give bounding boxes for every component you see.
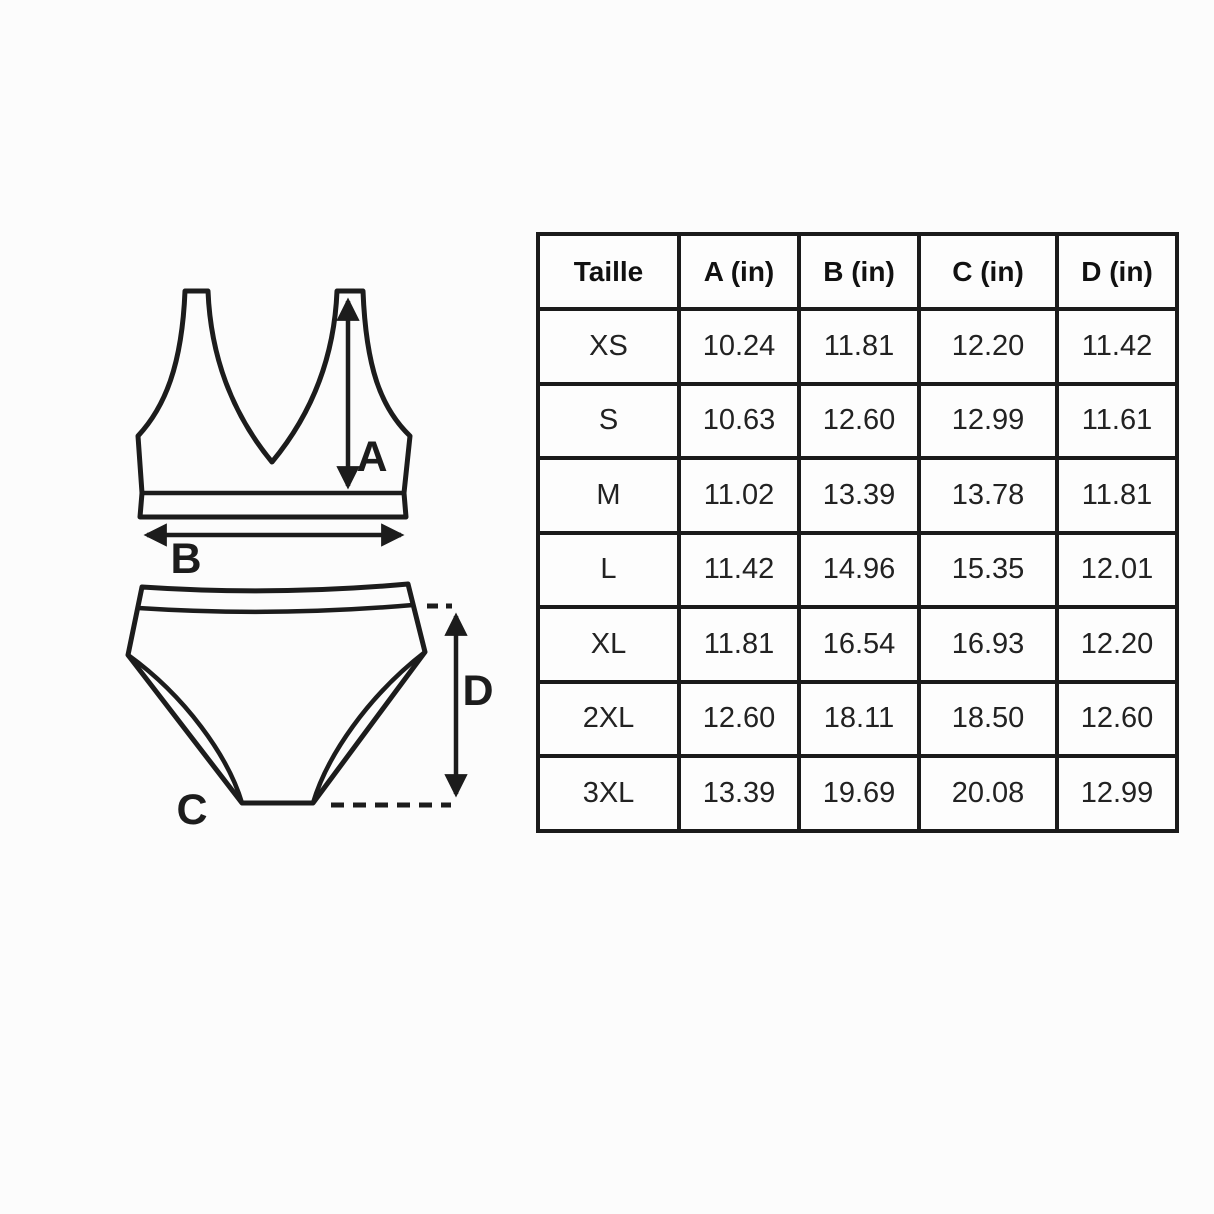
size-cell: 3XL <box>536 754 681 833</box>
measurement-cell: 11.42 <box>677 530 801 609</box>
measurement-cell: 18.50 <box>917 679 1059 758</box>
label-a: A <box>356 433 387 481</box>
size-table: Taille A (in) B (in) C (in) D (in) XS 10.24 11… <box>536 232 1179 833</box>
label-c: C <box>176 786 207 834</box>
size-cell: M <box>536 456 681 535</box>
measurement-cell: 12.01 <box>1055 530 1179 609</box>
measurement-cell: 14.96 <box>797 530 921 609</box>
measurement-cell: 12.60 <box>1055 679 1179 758</box>
measurement-cell: 13.39 <box>797 456 921 535</box>
bikini-bottom-waistband-line <box>135 602 416 615</box>
measurement-cell: 11.81 <box>1055 456 1179 535</box>
measurement-cell: 12.60 <box>797 381 921 460</box>
size-cell: XL <box>536 605 681 684</box>
measurement-cell: 13.78 <box>917 456 1059 535</box>
measurement-cell: 11.81 <box>677 605 801 684</box>
table-row: S 10.63 12.60 12.99 11.61 <box>536 381 1179 460</box>
bikini-bottom-right-leg-curve <box>310 649 428 806</box>
measurement-cell: 15.35 <box>917 530 1059 609</box>
size-cell: L <box>536 530 681 609</box>
table-body: XS 10.24 11.81 12.20 11.42 S 10.63 12.60 12.99 11… <box>536 307 1179 833</box>
table-header-row: Taille A (in) B (in) C (in) D (in) <box>536 232 1179 311</box>
column-header: D (in) <box>1055 232 1179 311</box>
measurement-cell: 12.99 <box>917 381 1059 460</box>
size-cell: 2XL <box>536 679 681 758</box>
column-header: Taille <box>536 232 681 311</box>
table-row: XL 11.81 16.54 16.93 12.20 <box>536 605 1179 684</box>
label-b: B <box>170 535 201 583</box>
measurement-cell: 12.99 <box>1055 754 1179 833</box>
bikini-top-outline <box>135 288 413 520</box>
table-row: L 11.42 14.96 15.35 12.01 <box>536 530 1179 609</box>
size-cell: S <box>536 381 681 460</box>
bikini-bottom-left-leg-curve <box>125 652 245 806</box>
measurement-cell: 12.20 <box>1055 605 1179 684</box>
column-header: C (in) <box>917 232 1059 311</box>
measurement-cell: 13.39 <box>677 754 801 833</box>
measurement-cell: 12.60 <box>677 679 801 758</box>
measurement-cell: 16.93 <box>917 605 1059 684</box>
measurement-cell: 20.08 <box>917 754 1059 833</box>
measurement-cell: 11.42 <box>1055 307 1179 386</box>
measurement-cell: 16.54 <box>797 605 921 684</box>
measurement-cell: 19.69 <box>797 754 921 833</box>
column-header: A (in) <box>677 232 801 311</box>
table-row: M 11.02 13.39 13.78 11.81 <box>536 456 1179 535</box>
table-row: 2XL 12.60 18.11 18.50 12.60 <box>536 679 1179 758</box>
column-header: B (in) <box>797 232 921 311</box>
label-d: D <box>462 667 493 715</box>
table-row: XS 10.24 11.81 12.20 11.42 <box>536 307 1179 386</box>
measurement-cell: 10.24 <box>677 307 801 386</box>
measurement-cell: 12.20 <box>917 307 1059 386</box>
table-row: 3XL 13.39 19.69 20.08 12.99 <box>536 754 1179 833</box>
size-cell: XS <box>536 307 681 386</box>
measurement-cell: 10.63 <box>677 381 801 460</box>
measurement-cell: 11.02 <box>677 456 801 535</box>
measurement-cell: 11.81 <box>797 307 921 386</box>
measurement-cell: 18.11 <box>797 679 921 758</box>
measurement-cell: 11.61 <box>1055 381 1179 460</box>
